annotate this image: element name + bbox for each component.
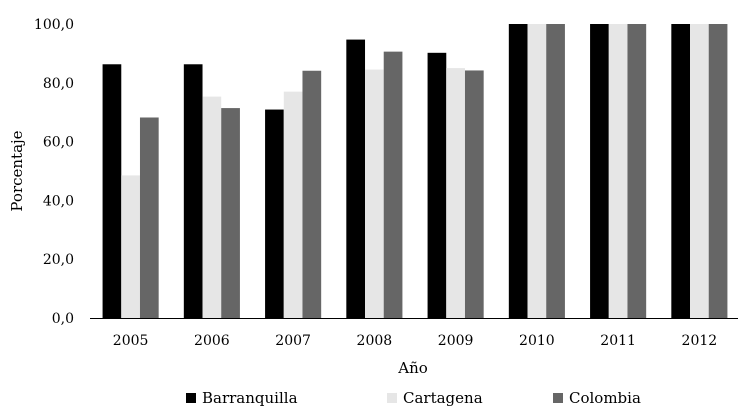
y-tick-label: 40,0	[43, 193, 74, 209]
bar-colombia-2012	[708, 24, 728, 318]
bar-cartagena-2008	[365, 69, 384, 318]
x-tick-label: 2005	[113, 333, 149, 349]
bar-cartagena-2006	[202, 96, 222, 318]
legend: Barranquilla Cartagena Colombia	[186, 389, 641, 407]
bar-colombia-2011	[627, 24, 647, 318]
y-tick-label: 60,0	[43, 135, 74, 151]
bar-barranquilla-2012	[671, 24, 691, 318]
legend-swatch-colombia	[553, 393, 563, 403]
x-tick-label: 2006	[194, 333, 230, 349]
y-tick-label: 100,0	[34, 17, 74, 33]
bars	[102, 24, 728, 319]
bar-colombia-2007	[302, 70, 322, 318]
x-tick-label: 2012	[682, 333, 718, 349]
bar-barranquilla-2008	[346, 39, 366, 318]
y-axis-ticks: 0,0 20,0 40,0 60,0 80,0 100,0	[34, 17, 74, 327]
legend-label-cartagena: Cartagena	[403, 389, 483, 407]
bar-barranquilla-2010	[508, 24, 528, 318]
bar-colombia-2008	[383, 51, 403, 319]
legend-label-barranquilla: Barranquilla	[202, 389, 298, 407]
legend-swatch-barranquilla	[186, 393, 196, 403]
bar-colombia-2009	[464, 70, 484, 319]
bar-colombia-2006	[221, 108, 240, 318]
bar-barranquilla-2005	[102, 64, 122, 318]
bar-colombia-2005	[139, 117, 159, 318]
legend-label-colombia: Colombia	[569, 389, 641, 407]
x-axis-title: Año	[397, 359, 428, 377]
x-tick-label: 2011	[600, 333, 636, 349]
bar-barranquilla-2007	[265, 109, 284, 318]
x-tick-label: 2010	[519, 333, 555, 349]
bar-cartagena-2012	[690, 24, 709, 318]
y-axis-title: Porcentaje	[8, 130, 26, 211]
y-tick-label: 80,0	[43, 76, 74, 92]
y-tick-label: 0,0	[52, 311, 74, 327]
bar-cartagena-2011	[608, 24, 628, 318]
bar-cartagena-2010	[527, 24, 547, 318]
x-tick-label: 2007	[275, 333, 311, 349]
bar-cartagena-2005	[121, 175, 140, 318]
legend-swatch-cartagena	[387, 393, 397, 403]
y-tick-label: 20,0	[43, 252, 74, 268]
bar-barranquilla-2009	[427, 52, 447, 318]
x-axis-ticks: 2005 2006 2007 2008 2009 2010 2011 2012	[113, 333, 717, 349]
x-tick-label: 2009	[438, 333, 474, 349]
x-tick-label: 2008	[357, 333, 393, 349]
bar-barranquilla-2006	[183, 64, 203, 318]
bar-colombia-2010	[546, 24, 565, 318]
bar-barranquilla-2011	[590, 24, 609, 318]
bar-cartagena-2009	[446, 68, 465, 318]
bar-cartagena-2007	[283, 91, 303, 319]
